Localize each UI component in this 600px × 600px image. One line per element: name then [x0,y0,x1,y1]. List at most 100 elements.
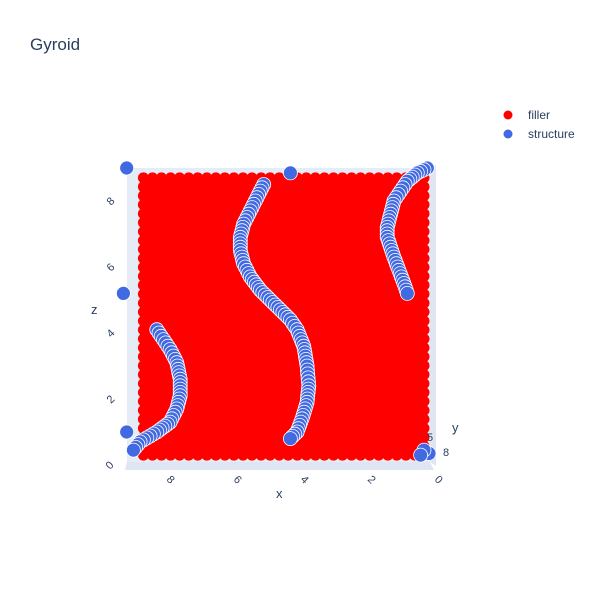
filler-point [255,449,267,461]
filler-point [137,333,149,345]
scene-floor [125,462,434,470]
filler-point [147,172,158,184]
scene-side-wall [430,165,436,466]
filler-point [237,172,249,184]
filler-point [228,449,240,461]
structure-point[interactable] [399,285,415,301]
filler-point [137,243,149,255]
z-tick-label: 4 [105,327,118,340]
z-axis-title: z [91,302,98,317]
filler-point [201,172,213,184]
y-axis: 5 8 y [427,420,459,459]
filler-point [337,449,348,461]
filler-point [201,449,213,461]
filler-point [328,449,339,461]
filler-point [137,270,149,282]
structure-point[interactable] [413,447,429,463]
filler-point [418,431,430,443]
legend-marker-filler [503,110,513,120]
filler-point [418,422,430,434]
filler-edge-dots [137,172,430,461]
filler-point [418,226,430,238]
filler-point [137,306,149,318]
filler-point [418,243,430,255]
structure-series[interactable] [116,160,437,463]
filler-point [137,252,149,264]
filler-point [418,413,430,425]
filler-point [418,235,430,246]
filler-point [137,288,149,300]
filler-point [273,449,285,461]
filler-point [373,449,385,461]
filler-point [137,369,149,381]
filler-point [418,217,430,229]
z-tick-label: 0 [104,459,117,472]
legend-label-structure: structure [528,127,575,141]
filler-point [418,395,430,407]
filler-point [337,172,348,184]
filler-point [137,378,149,390]
filler-point [418,315,430,327]
filler-point [418,342,430,354]
filler-point [373,172,385,184]
structure-point[interactable] [119,424,135,440]
filler-point [364,172,376,184]
filler-point [137,261,149,273]
x-tick-label: 0 [432,474,445,487]
structure-point[interactable] [119,160,135,176]
filler-point [137,190,149,202]
structure-point[interactable] [282,165,298,181]
filler-point [418,324,430,336]
filler-point [156,172,167,184]
filler-point [165,449,177,461]
filler-point [418,387,430,398]
filler-point [183,449,195,461]
structure-point[interactable] [125,442,141,458]
legend-item-filler[interactable]: filler [503,108,551,122]
x-axis-title: x [276,486,283,501]
filler-point [300,449,312,461]
filler-point [137,226,149,238]
filler-point [328,172,339,184]
filler-point [318,172,330,184]
filler-point [237,449,249,461]
legend-marker-structure [503,129,513,139]
filler-point [147,449,158,461]
filler-point [418,252,430,264]
filler-point [418,199,430,211]
filler-point [137,404,149,416]
filler-point [418,181,430,193]
structure-point[interactable] [282,431,298,447]
z-tick-label: 2 [105,393,118,406]
filler-point [137,351,149,363]
legend-item-structure[interactable]: structure [503,127,576,141]
filler-point [156,449,167,461]
legend-label-filler: filler [528,108,550,122]
filler-point [246,449,258,461]
filler-point [400,449,412,461]
filler-point [355,172,367,184]
x-axis: 0 2 4 6 8 x [164,474,445,501]
filler-point [219,449,231,461]
x-tick-label: 8 [164,474,177,487]
filler-point [228,172,240,184]
filler-point [137,297,149,309]
filler-point [364,449,376,461]
filler-point [418,404,430,416]
filler-point [309,172,321,184]
chart-title: Gyroid [30,35,80,54]
structure-point[interactable] [116,285,131,301]
filler-point [137,235,149,246]
filler-point [137,181,149,193]
legend[interactable]: filler structure [503,108,576,141]
filler-point [418,369,430,381]
filler-point [137,413,149,425]
z-axis: 0 2 4 6 8 z [91,195,117,472]
scene[interactable]: 0 2 4 6 8 x 0 2 4 6 8 z 5 8 y [91,160,459,501]
filler-point [282,449,294,461]
x-tick-label: 4 [298,474,311,487]
filler-point [137,360,149,372]
filler-point [391,449,403,461]
filler-point [137,324,149,336]
